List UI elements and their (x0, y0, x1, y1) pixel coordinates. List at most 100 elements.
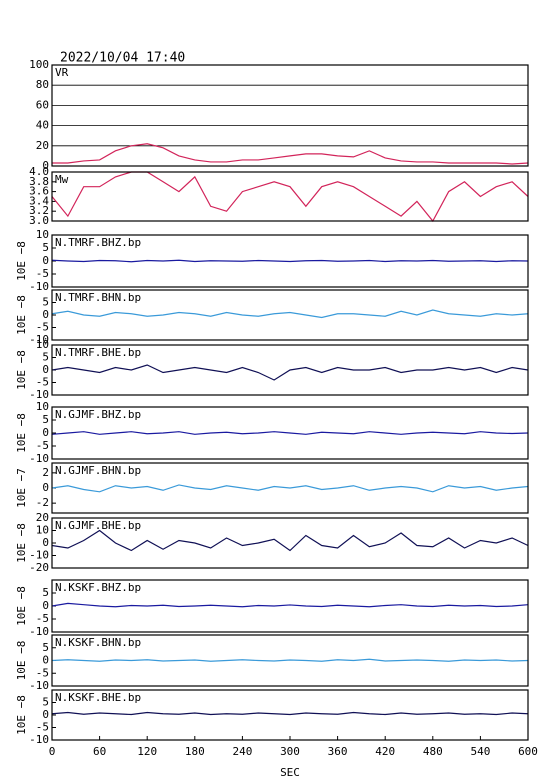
y-axis-label: 10E −8 (15, 695, 28, 735)
y-tick-label: 10 (36, 400, 49, 413)
y-tick-label: -10 (29, 333, 49, 346)
y-tick-label: 5 (42, 586, 49, 599)
panel-frame (51, 634, 529, 687)
series-name: N.GJMF.BHN.bp (55, 464, 141, 477)
y-tick-label: 10 (36, 524, 49, 537)
x-tick-label: 180 (185, 745, 205, 758)
y-tick-label: -10 (29, 625, 49, 638)
y-tick-label: -10 (29, 280, 49, 293)
series-line (51, 309, 529, 319)
panel-frame (51, 517, 529, 569)
series-line (51, 364, 529, 381)
x-tick-label: 0 (49, 745, 56, 758)
y-axis-label: 10E −8 (15, 350, 28, 390)
series-line (51, 658, 529, 662)
y-tick-label: -10 (29, 549, 49, 562)
x-tick-label: 300 (280, 745, 300, 758)
series-name: N.TMRF.BHE.bp (55, 346, 141, 359)
y-tick-label: 20 (36, 139, 49, 152)
y-tick-label: 0 (42, 308, 49, 321)
y-tick-label: 10 (36, 228, 49, 241)
y-tick-label: 0 (42, 426, 49, 439)
y-tick-label: 0 (42, 481, 49, 494)
panel-frame (51, 406, 529, 460)
chart-title: 2022/10/04 17:40 (60, 51, 185, 66)
y-tick-label: 3.6 (29, 185, 49, 198)
y-tick-label: -5 (36, 439, 49, 452)
y-tick-label: -5 (36, 321, 49, 334)
y-axis-label: 10E −8 (15, 641, 28, 681)
y-tick-label: 0 (42, 599, 49, 612)
y-axis-label: 10E −8 (15, 241, 28, 281)
x-tick-label: 60 (93, 745, 106, 758)
series-line (51, 711, 529, 716)
y-tick-label: 0 (42, 654, 49, 667)
y-tick-label: 3.8 (29, 175, 49, 188)
series-line (51, 484, 529, 493)
y-tick-label: -5 (36, 376, 49, 389)
series-line (51, 171, 529, 223)
y-tick-label: -10 (29, 388, 49, 401)
y-tick-label: 40 (36, 119, 49, 132)
y-axis-label: 10E −8 (15, 586, 28, 626)
y-tick-label: -5 (36, 267, 49, 280)
panel-frame (51, 689, 529, 741)
x-tick-label: 120 (137, 745, 157, 758)
panel-frame (51, 64, 529, 167)
y-tick-label: 0 (42, 159, 49, 172)
y-tick-label: -5 (36, 721, 49, 734)
y-tick-label: 0 (42, 536, 49, 549)
series-line (51, 431, 529, 435)
y-axis-label: 10E −8 (15, 413, 28, 453)
y-tick-label: 3.0 (29, 214, 49, 227)
y-tick-label: 5 (42, 641, 49, 654)
x-tick-label: 480 (423, 745, 443, 758)
y-tick-label: -5 (36, 612, 49, 625)
y-tick-label: -5 (36, 666, 49, 679)
y-tick-label: 5 (42, 241, 49, 254)
y-tick-label: 5 (42, 351, 49, 364)
y-axis-label: 10E −8 (15, 295, 28, 335)
panel-frame (51, 579, 529, 633)
x-axis-label: SEC (280, 766, 300, 779)
y-tick-label: 0 (42, 708, 49, 721)
y-tick-label: 4.0 (29, 165, 49, 178)
series-line (52, 143, 529, 165)
series-name: N.TMRF.BHZ.bp (55, 236, 141, 249)
series-name: N.TMRF.BHN.bp (55, 291, 141, 304)
x-tick-label: 540 (470, 745, 490, 758)
panel-frame (51, 171, 529, 222)
panel-frame (51, 234, 529, 288)
x-tick-label: 420 (375, 745, 395, 758)
y-tick-label: 0 (42, 363, 49, 376)
y-tick-label: 5 (42, 413, 49, 426)
series-name: N.KSKF.BHZ.bp (55, 581, 141, 594)
series-name: N.KSKF.BHN.bp (55, 636, 141, 649)
series-name: N.GJMF.BHE.bp (55, 519, 141, 532)
panel-frame (51, 344, 529, 396)
series-line (51, 529, 529, 552)
y-tick-label: 20 (36, 511, 49, 524)
y-tick-label: 60 (36, 98, 49, 111)
x-tick-label: 360 (328, 745, 348, 758)
x-tick-label: 600 (518, 745, 538, 758)
y-tick-label: 10 (36, 338, 49, 351)
series-name: Mw (55, 173, 69, 186)
y-tick-label: -10 (29, 679, 49, 692)
series-name: N.GJMF.BHZ.bp (55, 408, 141, 421)
y-tick-label: 80 (36, 78, 49, 91)
y-tick-label: -2 (36, 496, 49, 509)
panel-frame (51, 289, 529, 341)
series-line (51, 602, 529, 608)
y-tick-label: 2 (42, 466, 49, 479)
series-name: VR (55, 66, 69, 79)
x-tick-label: 240 (232, 745, 252, 758)
y-axis-label: 10E −8 (15, 523, 28, 563)
series-name: N.KSKF.BHE.bp (55, 691, 141, 704)
panel-frame (51, 462, 529, 514)
y-tick-label: 0 (42, 254, 49, 267)
y-tick-label: 5 (42, 296, 49, 309)
y-tick-label: 3.2 (29, 204, 49, 217)
y-axis-label: 10E −7 (15, 468, 28, 508)
